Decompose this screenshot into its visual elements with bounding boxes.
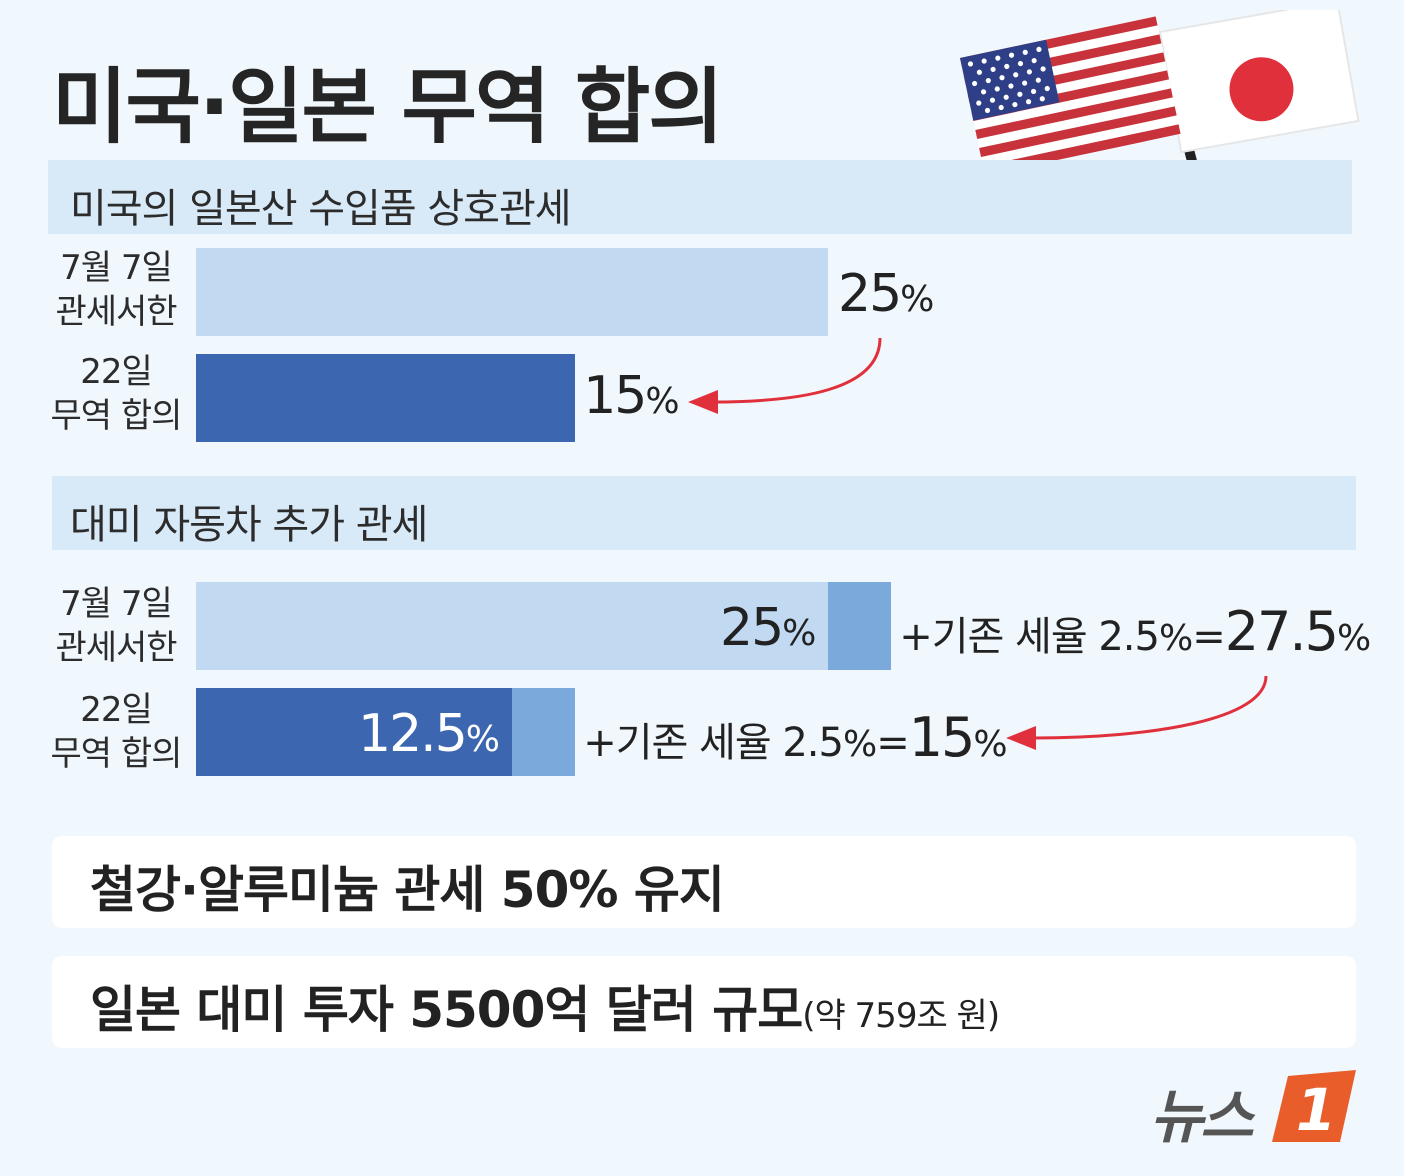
- fact-text-investment: 일본 대미 투자 5500억 달러 규모(약 759조 원): [90, 981, 1000, 1039]
- value-label-letter-auto: 25%: [720, 598, 816, 658]
- annotation-letter-total: +기존 세율 2.5%=27.5%: [899, 600, 1371, 663]
- row-label-letter: 7월 7일 관세서한: [46, 246, 186, 334]
- fact-text-steel: 철강·알루미늄 관세 50% 유지: [90, 861, 725, 919]
- row-label-line: 무역 합의: [50, 734, 183, 774]
- row-label-agreement: 22일 무역 합의: [46, 688, 186, 776]
- row-label-line: 관세서한: [55, 292, 177, 332]
- row-label-line: 7월 7일: [60, 584, 173, 624]
- flags-illustration: [960, 10, 1360, 232]
- arrow-27.5-to-15-icon: [1006, 675, 1268, 750]
- row-label-line: 22일: [80, 690, 153, 730]
- row-label-line: 무역 합의: [50, 396, 183, 436]
- row-label-letter: 7월 7일 관세서한: [46, 582, 186, 670]
- news1-logo: 뉴스 1: [1150, 1066, 1360, 1151]
- section-header-auto-tariff: [52, 476, 1356, 550]
- section-header-reciprocal-tariff: [48, 160, 1352, 234]
- row-label-line: 7월 7일: [60, 248, 173, 288]
- bar-letter-tariff: [196, 248, 828, 336]
- value-label-letter: 25%: [838, 264, 934, 324]
- logo-text: 뉴스: [1150, 1083, 1254, 1151]
- row-label-line: 관세서한: [55, 628, 177, 668]
- value-label-agreement-auto: 12.5%: [358, 704, 500, 764]
- bar-agreement-tariff: [196, 354, 576, 442]
- page-title: 미국·일본 무역 합의: [52, 60, 724, 155]
- us-flag-icon: [960, 16, 1181, 176]
- section-title-reciprocal-tariff: 미국의 일본산 수입품 상호관세: [70, 186, 572, 232]
- row-label-agreement: 22일 무역 합의: [46, 350, 186, 438]
- value-label-agreement: 15%: [583, 366, 679, 426]
- bar-agreement-existing-rate: [512, 688, 576, 776]
- annotation-agreement-total: +기존 세율 2.5%=15%: [583, 706, 1007, 769]
- row-label-line: 22일: [80, 352, 153, 392]
- fact-card-investment: [52, 956, 1356, 1048]
- svg-text:1: 1: [1296, 1076, 1336, 1144]
- bar-letter-auto-tariff: [196, 582, 828, 670]
- logo-mark-icon: 1: [1272, 1070, 1356, 1144]
- bar-agreement-auto-tariff: [196, 688, 512, 776]
- section-title-auto-tariff: 대미 자동차 추가 관세: [70, 502, 428, 548]
- japan-flag-icon: [1158, 10, 1360, 154]
- bar-letter-existing-rate: [828, 582, 892, 670]
- fact-card-steel: [52, 836, 1356, 928]
- arrow-25-to-15-icon: [688, 337, 882, 414]
